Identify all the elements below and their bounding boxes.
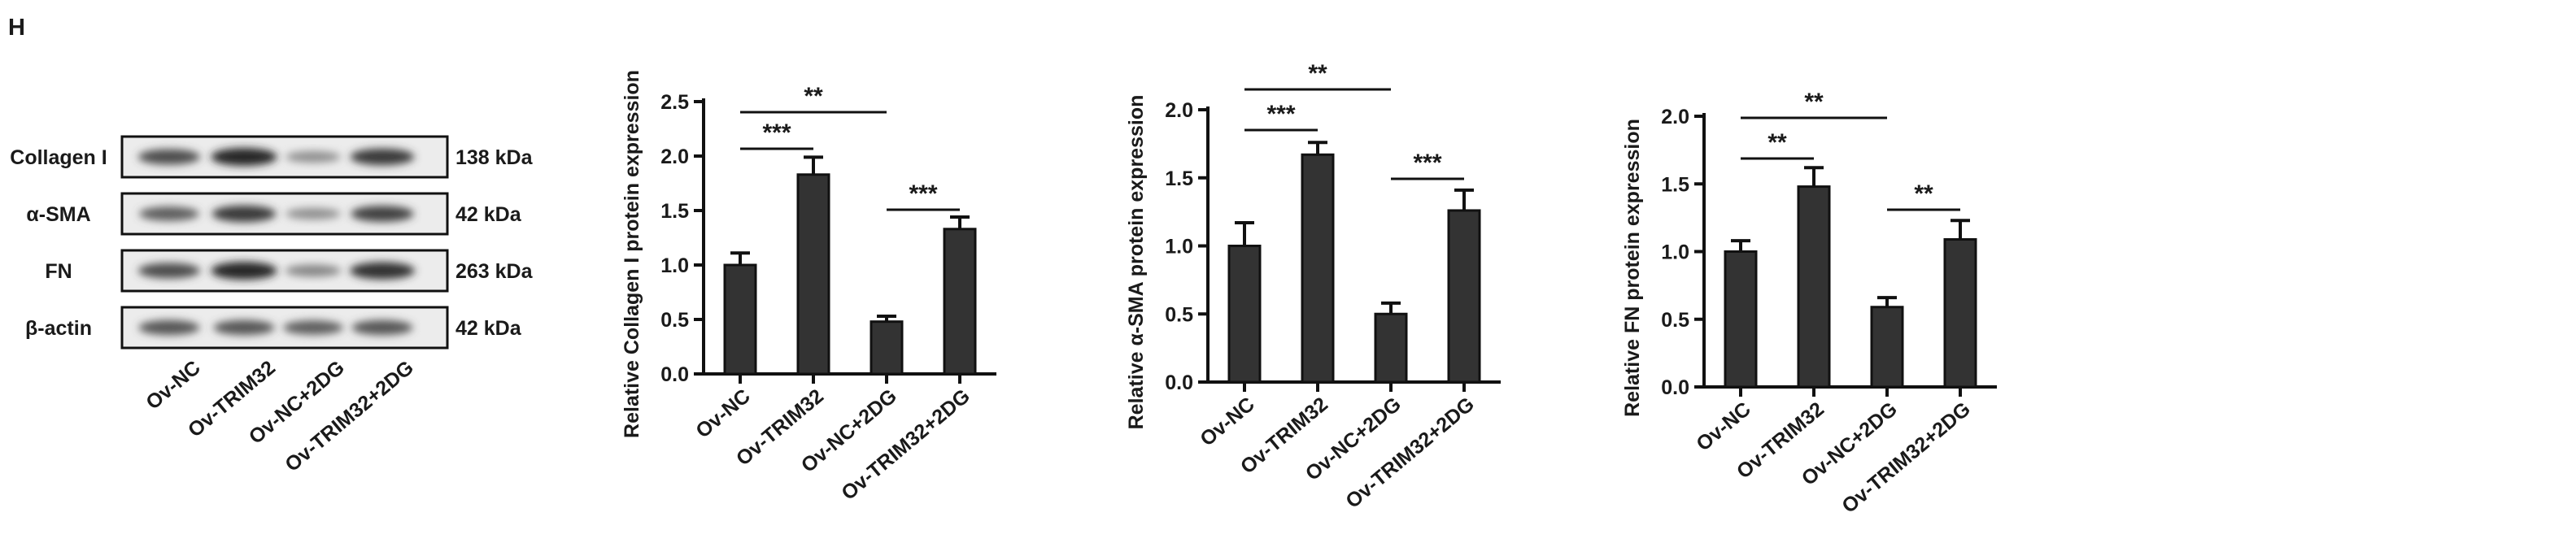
x-tick-label-ov-nc: Ov-NC (691, 384, 755, 442)
molecular-weight-label: 138 kDa (455, 146, 534, 169)
x-tick-label-ov-nc: Ov-NC (1196, 393, 1259, 450)
blot-band (211, 148, 277, 166)
x-tick-label-ov-nc: Ov-NC (1692, 397, 1755, 455)
y-tick-label: 2.0 (1165, 99, 1193, 122)
bar-ov-trim32 (1797, 185, 1831, 389)
protein-label: Collagen I (10, 146, 107, 169)
bar-ov-nc (1227, 245, 1262, 384)
blot-band (285, 264, 342, 277)
x-tick-label-ov-trim32-2dg: Ov-TRIM32+2DG (1341, 393, 1479, 513)
molecular-weight-label: 263 kDa (455, 260, 534, 283)
bar-ov-nc (1724, 250, 1758, 389)
blot-row-collagen-i: Collagen I 138 kDa (10, 135, 534, 179)
y-axis-label: Relative α-SMA protein expression (1125, 95, 1148, 430)
protein-label: β-actin (25, 317, 92, 340)
y-tick-label: 1.0 (1165, 236, 1193, 258)
blot-band (139, 206, 199, 221)
blot-band (285, 150, 341, 163)
lane-label-ov-nc: Ov-NC (142, 356, 205, 414)
blot-band (350, 148, 415, 166)
significance-label: ** (1804, 89, 1824, 115)
x-tick-label-ov-trim32-2dg: Ov-TRIM32+2DG (837, 384, 974, 505)
y-tick-label: 0.0 (1165, 371, 1193, 394)
blot-band (213, 319, 275, 336)
protein-label: FN (45, 260, 72, 283)
y-tick-label: 0.0 (660, 363, 689, 386)
bar-ov-nc-2dg (1374, 312, 1408, 384)
y-axis-label: Relative Collagen I protein expression (621, 70, 643, 438)
y-axis-label: Relative FN protein expression (1621, 119, 1644, 417)
x-tick-label-ov-trim32-2dg: Ov-TRIM32+2DG (1837, 397, 1975, 518)
blot-band (350, 262, 415, 280)
significance-label: ** (1767, 129, 1787, 156)
blot-band (211, 205, 277, 223)
y-tick-label: 1.0 (660, 254, 689, 277)
collagen-bar-chart: 0.00.51.01.52.02.5Ov-NCOv-TRIM32Ov-NC+2D… (621, 70, 996, 505)
blot-row-fn: FN 263 kDa (45, 249, 534, 293)
blot-band (211, 262, 277, 280)
panel-letter: H (8, 15, 25, 41)
y-tick-label: 2.0 (1661, 106, 1689, 128)
blot-band (283, 320, 343, 335)
bar-ov-nc (723, 263, 757, 376)
blot-band (137, 263, 201, 279)
y-tick-label: 2.0 (660, 146, 689, 168)
molecular-weight-label: 42 kDa (455, 317, 522, 340)
y-tick-label: 0.5 (660, 309, 689, 332)
blot-band (138, 319, 200, 336)
y-tick-label: 2.5 (660, 91, 689, 114)
significance-label: *** (1413, 150, 1441, 176)
y-tick-label: 0.5 (1661, 309, 1689, 332)
bar-ov-trim32-2dg (1447, 209, 1481, 384)
bar-ov-trim32 (796, 173, 830, 376)
significance-label: ** (1914, 180, 1933, 207)
blot-band (137, 149, 201, 165)
y-tick-label: 0.0 (1661, 376, 1689, 399)
bar-ov-trim32-2dg (1943, 238, 1977, 389)
bar-ov-trim32-2dg (943, 228, 977, 376)
y-tick-label: 1.0 (1661, 241, 1689, 264)
significance-label: *** (762, 119, 791, 146)
blot-band (351, 319, 413, 336)
y-tick-label: 1.5 (1661, 173, 1689, 196)
significance-label: ** (1308, 60, 1327, 87)
bar-ov-nc-2dg (870, 320, 904, 376)
molecular-weight-label: 42 kDa (455, 203, 522, 226)
bar-ov-nc-2dg (1870, 306, 1904, 389)
western-blot: Collagen I 138 kDa α-SMA 42 kDa FN 263 kDa β-a… (10, 135, 534, 476)
alpha-sma-bar-chart: 0.00.51.01.52.0Ov-NCOv-TRIM32Ov-NC+2DGOv… (1125, 60, 1501, 513)
y-tick-label: 1.5 (660, 200, 689, 223)
bar-ov-trim32 (1301, 153, 1335, 384)
blot-band (351, 206, 414, 222)
y-tick-label: 1.5 (1165, 167, 1193, 190)
protein-label: α-SMA (26, 203, 90, 226)
blot-row-sma: α-SMA 42 kDa (26, 192, 522, 236)
blot-band (285, 207, 341, 220)
fn-bar-chart: 0.00.51.01.52.0Ov-NCOv-TRIM32Ov-NC+2DGOv… (1621, 89, 1997, 518)
y-tick-label: 0.5 (1165, 303, 1193, 326)
significance-label: *** (1266, 101, 1295, 128)
blot-row-actin: β-actin 42 kDa (25, 306, 522, 350)
significance-label: *** (909, 180, 937, 207)
significance-label: ** (804, 83, 823, 110)
lane-label-ov-trim32-2dg: Ov-TRIM32+2DG (281, 356, 418, 476)
